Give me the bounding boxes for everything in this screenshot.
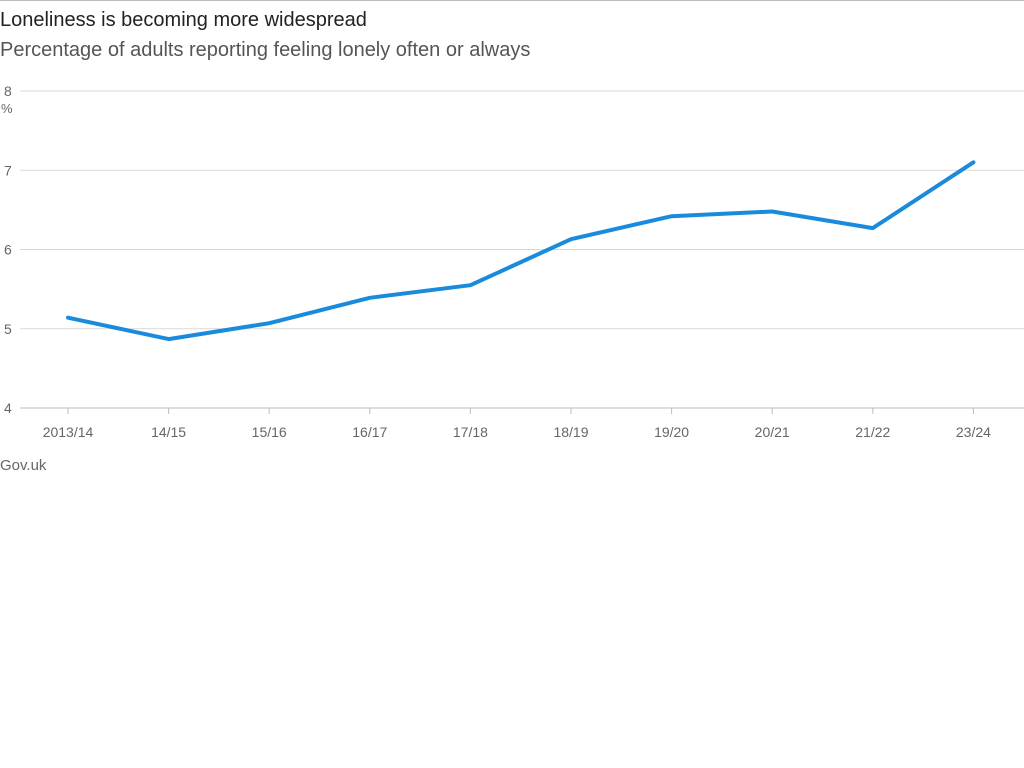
y-tick-label: 6	[4, 242, 12, 258]
x-tick-label: 17/18	[453, 424, 488, 440]
x-tick-label: 18/19	[553, 424, 588, 440]
y-axis-ticks: 4 5 6 7 8	[4, 83, 12, 416]
x-tick-label: 2013/14	[43, 424, 94, 440]
series-layer	[66, 160, 976, 342]
line-chart: 4 5 6 7 8 % 2013/14 14/15 15/16 16/17 17/18 18/19…	[1, 83, 1024, 440]
gridlines	[20, 90, 1024, 409]
x-tick-label: 16/17	[352, 424, 387, 440]
x-tick-label: 23/24	[956, 424, 991, 440]
y-tick-label: 7	[4, 162, 12, 178]
source-note: Gov.uk	[0, 457, 47, 474]
top-rule	[0, 0, 1024, 1]
y-tick-label: 5	[4, 321, 12, 337]
x-tick-label: 21/22	[855, 424, 890, 440]
series-line-0	[66, 160, 976, 342]
y-tick-label: 4	[4, 400, 12, 416]
y-axis-unit-label: %	[1, 101, 13, 116]
y-tick-label: 8	[4, 83, 12, 99]
x-tick-label: 15/16	[252, 424, 287, 440]
x-axis-ticks: 2013/14 14/15 15/16 16/17 17/18 18/19 19/20 20/…	[43, 408, 991, 440]
x-tick-label: 14/15	[151, 424, 186, 440]
x-tick-label: 19/20	[654, 424, 689, 440]
chart-subtitle: Percentage of adults reporting feeling l…	[0, 39, 531, 61]
x-tick-label: 20/21	[755, 424, 790, 440]
chart-title: Loneliness is becoming more widespread	[0, 9, 367, 31]
